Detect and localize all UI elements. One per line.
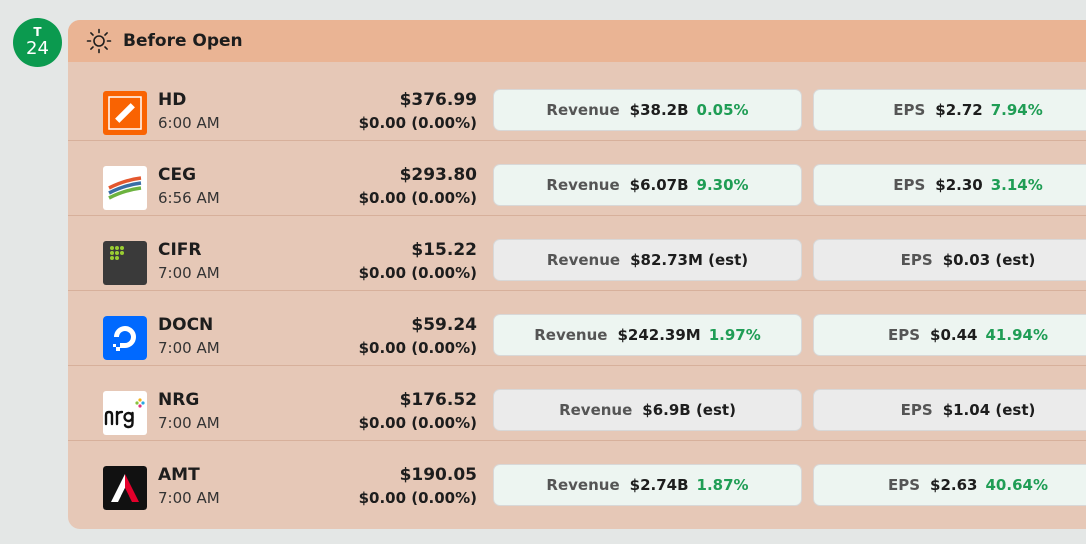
nrg-logo — [103, 391, 147, 435]
eps-pct: 3.14% — [990, 176, 1043, 194]
eps-label: EPS — [900, 251, 933, 269]
constellation-logo — [103, 166, 147, 210]
home-depot-logo — [103, 91, 147, 135]
eps-pct: 40.64% — [985, 476, 1048, 494]
report-time: 7:00 AM — [158, 339, 220, 357]
price-change: $0.00 (0.00%) — [358, 264, 477, 282]
date-badge-weekday: T — [33, 25, 42, 39]
stock-price: $59.24 — [411, 315, 477, 335]
revenue-label: Revenue — [546, 476, 620, 494]
revenue-value: $2.74B — [629, 476, 689, 494]
revenue-label: Revenue — [546, 101, 620, 119]
ticker-symbol: CEG — [158, 165, 197, 185]
earnings-list: HD 6:00 AM $376.99 $0.00 (0.00%) Revenue… — [68, 62, 1086, 515]
report-time: 7:00 AM — [158, 489, 220, 507]
report-time: 6:00 AM — [158, 114, 220, 132]
revenue-label: Revenue — [546, 251, 621, 269]
sun-icon — [86, 28, 112, 54]
revenue-pct: 1.87% — [696, 476, 749, 494]
eps-pill[interactable]: EPS $1.04 (est) — [813, 389, 1086, 431]
eps-value: $2.30 — [935, 176, 983, 194]
american-tower-logo — [103, 466, 147, 510]
revenue-pct: 1.97% — [708, 326, 761, 344]
revenue-pill[interactable]: Revenue $82.73M (est) — [493, 239, 802, 281]
ticker-symbol: DOCN — [158, 315, 214, 335]
stock-price: $176.52 — [399, 390, 477, 410]
price-change: $0.00 (0.00%) — [358, 189, 477, 207]
price-change: $0.00 (0.00%) — [358, 489, 477, 507]
revenue-value: $38.2B — [629, 101, 689, 119]
revenue-pill[interactable]: Revenue $6.9B (est) — [493, 389, 802, 431]
revenue-value: $82.73M (est) — [630, 251, 749, 269]
price-change: $0.00 (0.00%) — [358, 414, 477, 432]
eps-pill[interactable]: EPS $2.72 7.94% — [813, 89, 1086, 131]
eps-label: EPS — [888, 476, 921, 494]
revenue-label: Revenue — [546, 176, 620, 194]
report-time: 7:00 AM — [158, 414, 220, 432]
ticker-symbol: AMT — [158, 465, 200, 485]
stock-price: $190.05 — [399, 465, 477, 485]
stock-price: $15.22 — [411, 240, 477, 260]
earnings-row-cifr[interactable]: CIFR 7:00 AM $15.22 $0.00 (0.00%) Revenu… — [68, 216, 1086, 291]
price-change: $0.00 (0.00%) — [358, 339, 477, 357]
date-badge: T 24 — [13, 18, 62, 67]
earnings-row-amt[interactable]: AMT 7:00 AM $190.05 $0.00 (0.00%) Revenu… — [68, 441, 1086, 515]
eps-pill[interactable]: EPS $0.03 (est) — [813, 239, 1086, 281]
revenue-value: $242.39M — [617, 326, 701, 344]
session-header: Before Open — [68, 20, 1086, 62]
revenue-pill[interactable]: Revenue $6.07B 9.30% — [493, 164, 802, 206]
report-time: 6:56 AM — [158, 189, 220, 207]
eps-pct: 41.94% — [985, 326, 1048, 344]
eps-pill[interactable]: EPS $2.63 40.64% — [813, 464, 1086, 506]
eps-value: $2.72 — [935, 101, 983, 119]
revenue-value: $6.9B (est) — [642, 401, 736, 419]
revenue-pct: 0.05% — [696, 101, 749, 119]
eps-label: EPS — [888, 326, 921, 344]
cipher-mining-logo — [103, 241, 147, 285]
ticker-symbol: HD — [158, 90, 187, 110]
revenue-pill[interactable]: Revenue $38.2B 0.05% — [493, 89, 802, 131]
eps-pct: 7.94% — [990, 101, 1043, 119]
ticker-symbol: NRG — [158, 390, 200, 410]
revenue-label: Revenue — [534, 326, 608, 344]
earnings-session-panel: Before Open HD 6:00 AM $376.99 $0.00 (0.… — [68, 20, 1086, 529]
revenue-pill[interactable]: Revenue $2.74B 1.87% — [493, 464, 802, 506]
revenue-label: Revenue — [559, 401, 633, 419]
eps-label: EPS — [900, 401, 933, 419]
report-time: 7:00 AM — [158, 264, 220, 282]
digitalocean-logo — [103, 316, 147, 360]
earnings-row-docn[interactable]: DOCN 7:00 AM $59.24 $0.00 (0.00%) Revenu… — [68, 291, 1086, 366]
earnings-row-hd[interactable]: HD 6:00 AM $376.99 $0.00 (0.00%) Revenue… — [68, 66, 1086, 141]
earnings-row-ceg[interactable]: CEG 6:56 AM $293.80 $0.00 (0.00%) Revenu… — [68, 141, 1086, 216]
eps-pill[interactable]: EPS $0.44 41.94% — [813, 314, 1086, 356]
eps-label: EPS — [893, 176, 926, 194]
price-change: $0.00 (0.00%) — [358, 114, 477, 132]
eps-value: $1.04 (est) — [942, 401, 1036, 419]
eps-value: $0.03 (est) — [942, 251, 1036, 269]
revenue-value: $6.07B — [629, 176, 689, 194]
eps-value: $2.63 — [930, 476, 978, 494]
eps-value: $0.44 — [930, 326, 978, 344]
stock-price: $376.99 — [399, 90, 477, 110]
revenue-pill[interactable]: Revenue $242.39M 1.97% — [493, 314, 802, 356]
revenue-pct: 9.30% — [696, 176, 749, 194]
stock-price: $293.80 — [399, 165, 477, 185]
earnings-row-nrg[interactable]: NRG 7:00 AM $176.52 $0.00 (0.00%) Revenu… — [68, 366, 1086, 441]
eps-pill[interactable]: EPS $2.30 3.14% — [813, 164, 1086, 206]
eps-label: EPS — [893, 101, 926, 119]
ticker-symbol: CIFR — [158, 240, 202, 260]
session-title: Before Open — [123, 31, 243, 51]
date-badge-day: 24 — [26, 38, 49, 59]
